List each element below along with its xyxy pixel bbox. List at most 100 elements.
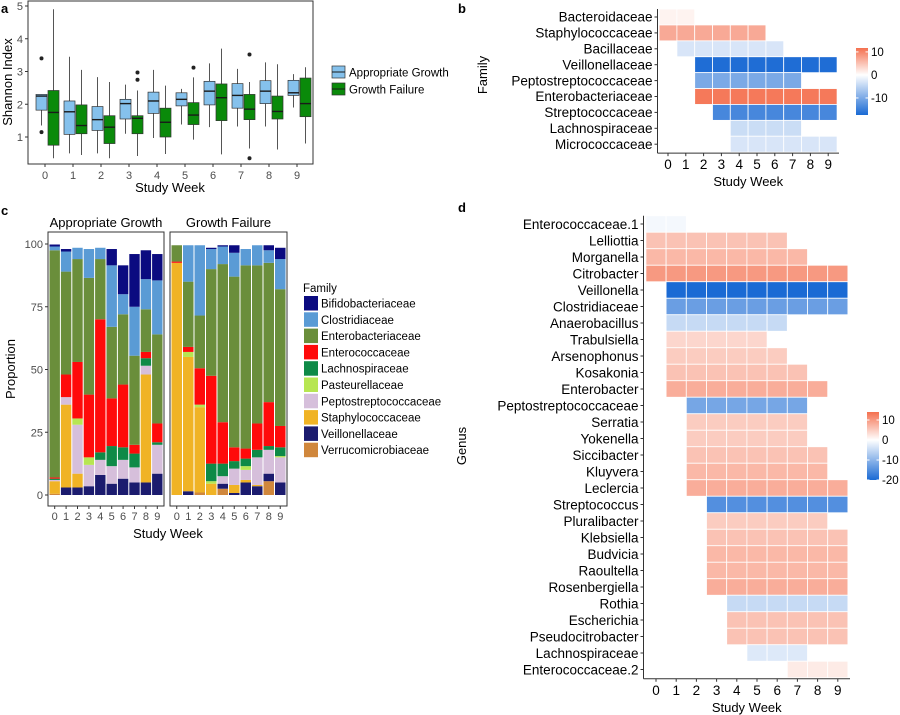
heatmap-tile [827,578,849,596]
heatmap-tile [706,347,728,365]
bar-segment-veillonellaceae [152,473,163,495]
bar-segment-clostridiaceae [275,259,286,290]
row-label: Leclercia [584,481,639,496]
heatmap-tile [685,264,707,283]
legend-key [304,393,318,409]
x-tick-label: 9 [834,683,842,698]
bar-segment-pasteurellaceae [83,457,95,465]
heatmap-tile [746,528,768,547]
heatmap-tile [807,281,829,299]
bar-segment-pasteurellaceae [72,418,83,425]
heatmap-tile [658,8,678,26]
heatmap-tile [746,347,768,365]
heatmap-tile [766,446,788,464]
heatmap-tile [766,231,788,250]
heatmap-tile [783,135,802,153]
heatmap-tile [807,462,829,481]
bar-segment-clostridiaceae [83,249,95,278]
heatmap-tile [665,347,687,365]
x-axis-title: Study Week [712,700,782,715]
colorbar-label: 0 [871,70,877,82]
heatmap-tile [801,56,820,74]
bar-segment-clostridiaceae [60,251,72,272]
bar-segment-enterococcaceae [106,398,117,447]
x-axis-title: Study Week [135,180,205,195]
row-label: Bacillaceae [583,41,652,56]
heatmap-tile [726,495,748,514]
heatmap-tile [665,314,687,332]
heatmap-tile [818,135,838,153]
bar-segment-lachnospiraceae [229,461,240,469]
legend-label: Veillonellaceae [321,429,398,441]
heatmap-tile [801,88,820,105]
row-label: Enterococcaceae.2 [523,663,639,678]
x-tick-label: 6 [243,511,249,523]
panel-label-c: c [1,203,8,218]
heatmap-tile [729,135,749,153]
heatmap-tile [685,231,707,250]
heatmap-tile [786,413,808,431]
bar-segment-enterococcaceae [194,368,205,405]
y-tick-label: 3 [17,67,23,79]
bar-segment-enterobacteriaceae [206,269,217,376]
heatmap-tile [726,545,748,563]
bar-segment-clostridiaceae [72,247,83,260]
x-tick-label: 7 [794,683,802,698]
bar-segment-veillonellaceae [263,473,274,482]
legend-key [304,426,318,441]
x-tick-label: 3 [126,170,132,182]
box-failure [75,69,88,156]
x-tick-label: 8 [814,683,822,698]
bar-segment-clostridiaceae [106,265,117,327]
heatmap-tile [706,330,728,349]
heatmap-tile [706,512,728,530]
heatmap-tile [827,545,849,563]
panel-b-heatmap: BacteroidaceaeStaphylococcaceaeBacillace… [475,8,888,189]
stacked-bar [206,247,217,495]
outlier-point [191,65,196,70]
heatmap-tile [807,561,829,580]
bar-segment-bifidobacteriaceae [49,244,60,247]
heatmap-tile [766,627,788,646]
bar-segment-enterococcaceae [49,477,60,479]
box-iqr [203,80,216,106]
heatmap-tile [765,72,785,89]
bar-segment-lachnospiraceae [152,442,163,445]
box-appropriate [91,77,104,154]
heatmap-tile [766,281,788,299]
bar-segment-bifidobacteriaceae [217,245,228,247]
heatmap-tile [765,56,785,74]
panel-label-a: a [1,1,9,16]
x-tick-label: 7 [789,157,797,172]
box-failure [47,9,60,159]
bar-segment-veillonellaceae [106,483,117,495]
heatmap-tile [729,40,749,58]
heatmap-tile [786,578,808,596]
heatmap-tile [706,462,728,481]
box-appropriate [63,56,76,154]
bar-segment-enterococcaceae [129,444,140,454]
bar-segment-enterococcaceae [252,423,263,450]
colorbar-label: -10 [871,93,888,105]
heatmap-tile [783,56,802,74]
panel-label-b: b [458,1,466,16]
bar-segment-enterococcaceae [72,361,83,419]
bar-segment-veillonellaceae [72,487,83,495]
box-iqr [91,106,104,131]
bar-segment-enterobacteriaceae [217,264,228,423]
heatmap-tile [676,8,696,26]
box-iqr [131,115,144,135]
heatmap-tile [801,135,820,153]
heatmap-tile [712,88,731,105]
heatmap-tile [827,627,849,646]
heatmap-tile [746,644,768,662]
heatmap-tile [807,578,829,596]
bar-segment-staphylococcaceae [49,481,60,494]
box-iqr [287,79,300,96]
heatmap-tile [665,264,687,283]
heatmap-tile [685,429,707,448]
heatmap-tile [766,264,788,283]
heatmap-tile [706,264,728,283]
row-label: Lelliottia [589,234,639,249]
x-tick-label: 2 [700,157,708,172]
